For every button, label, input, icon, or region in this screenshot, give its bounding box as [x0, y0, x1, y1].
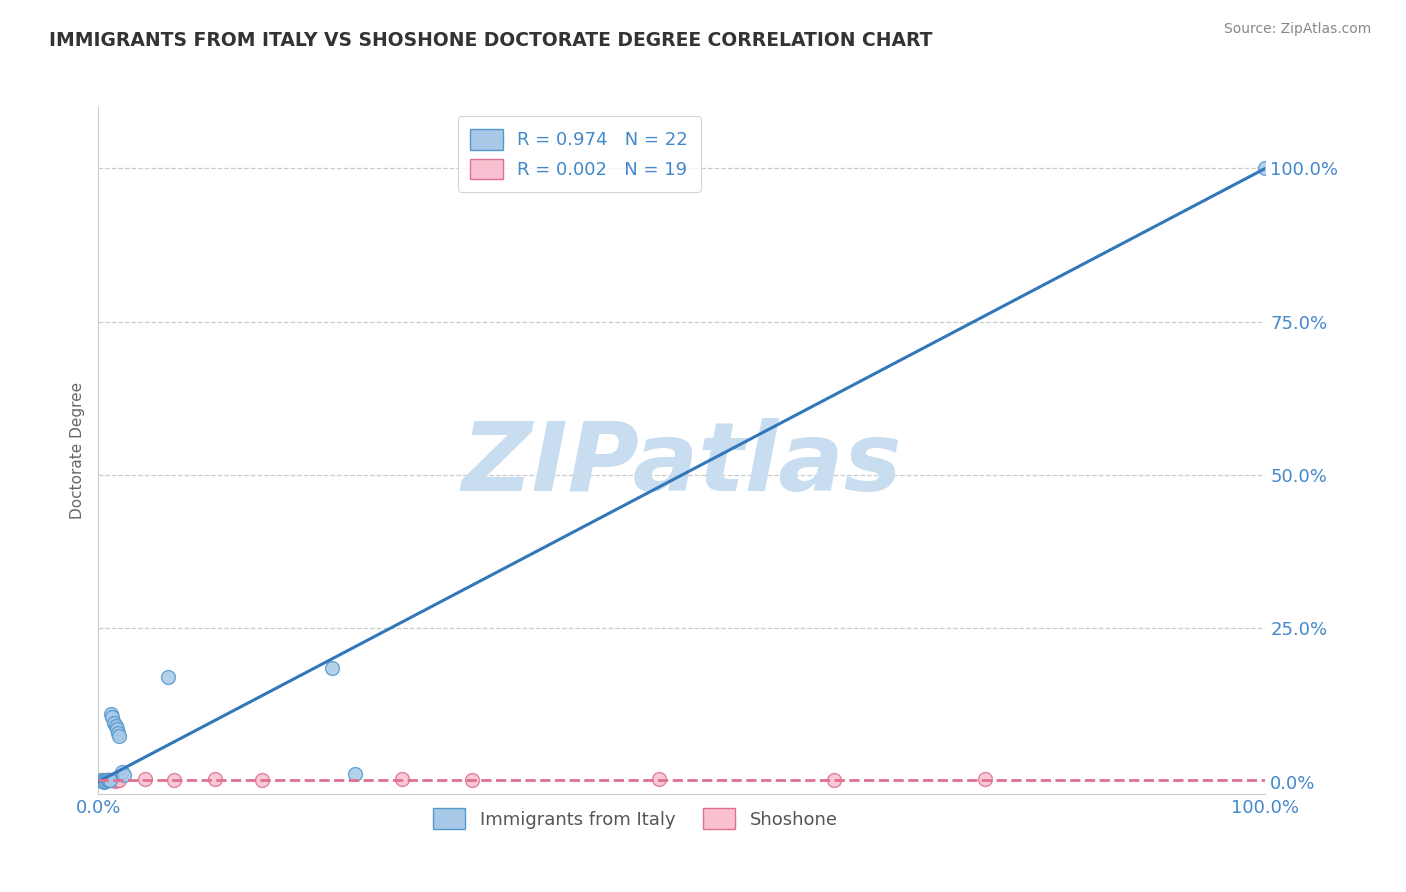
Point — [461, 772, 484, 787]
Point — [91, 772, 114, 787]
Point — [104, 719, 127, 733]
Point — [111, 765, 134, 780]
Point — [101, 773, 124, 788]
Point — [103, 716, 125, 731]
Point — [94, 774, 117, 789]
Point — [344, 767, 367, 781]
Point — [108, 772, 131, 787]
Point — [101, 710, 124, 724]
Point — [391, 772, 413, 787]
Point — [94, 774, 117, 789]
Point — [91, 774, 114, 789]
Point — [97, 772, 120, 787]
Point — [98, 772, 121, 787]
Y-axis label: Doctorate Degree: Doctorate Degree — [69, 382, 84, 519]
Legend: Immigrants from Italy, Shoshone: Immigrants from Italy, Shoshone — [426, 801, 845, 837]
Point — [134, 772, 156, 786]
Point — [647, 772, 669, 787]
Point — [107, 725, 129, 739]
Point — [1254, 161, 1277, 176]
Point — [98, 772, 121, 787]
Point — [105, 772, 128, 787]
Point — [204, 772, 226, 787]
Point — [974, 772, 997, 787]
Point — [321, 661, 343, 675]
Text: IMMIGRANTS FROM ITALY VS SHOSHONE DOCTORATE DEGREE CORRELATION CHART: IMMIGRANTS FROM ITALY VS SHOSHONE DOCTOR… — [49, 31, 932, 50]
Point — [104, 774, 127, 789]
Point — [96, 773, 118, 788]
Point — [97, 773, 120, 788]
Text: Source: ZipAtlas.com: Source: ZipAtlas.com — [1223, 22, 1371, 37]
Point — [90, 774, 112, 789]
Text: ZIPatlas: ZIPatlas — [461, 417, 903, 511]
Point — [93, 773, 115, 788]
Point — [157, 670, 180, 684]
Point — [90, 773, 112, 788]
Point — [97, 773, 120, 788]
Point — [163, 772, 186, 787]
Point — [96, 772, 118, 787]
Point — [93, 774, 115, 789]
Point — [105, 723, 128, 737]
Point — [108, 729, 131, 743]
Point — [100, 707, 122, 722]
Point — [112, 768, 135, 782]
Point — [250, 772, 273, 787]
Point — [823, 772, 845, 787]
